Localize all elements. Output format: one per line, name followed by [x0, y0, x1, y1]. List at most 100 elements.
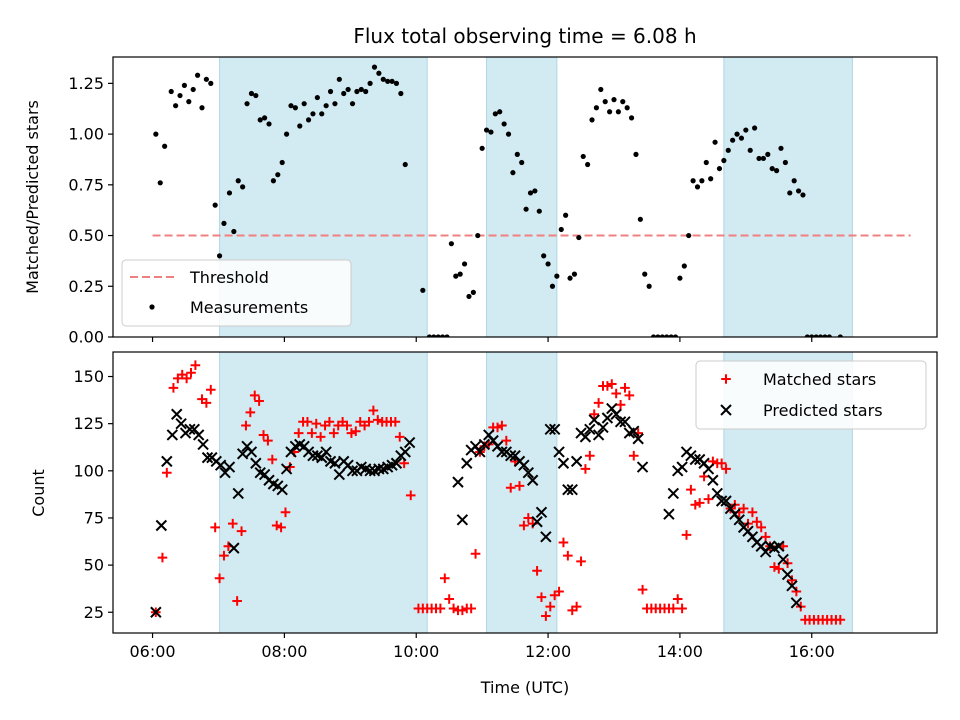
matched-stars-point	[523, 513, 534, 523]
matched-stars-point	[738, 503, 749, 514]
measurement-point	[558, 226, 564, 233]
matched-stars-point	[405, 490, 416, 501]
measurement-point	[536, 208, 542, 214]
measurement-point	[297, 123, 303, 129]
measurement-point	[686, 232, 692, 239]
predicted-stars-point	[667, 487, 680, 500]
matched-stars-point	[563, 550, 573, 561]
measurement-point	[580, 153, 586, 160]
predicted-stars-point	[707, 474, 719, 486]
predicted-stars-point	[276, 483, 288, 496]
measurement-point	[457, 271, 463, 277]
matched-stars-point	[324, 416, 335, 427]
predicted-stars-point	[570, 455, 583, 468]
measurement-point	[466, 293, 472, 300]
bottom-y-axis-label: Count	[29, 469, 48, 517]
predicted-stars-point	[346, 465, 359, 477]
x-tick-label: 08:00	[261, 642, 307, 661]
matched-stars-point	[703, 494, 714, 504]
measurement-point	[310, 111, 316, 117]
matched-stars-point	[444, 594, 454, 604]
predicted-stars-point	[632, 433, 644, 445]
predicted-stars-point	[333, 468, 346, 481]
measurement-point	[809, 334, 815, 337]
matched-stars-point	[611, 388, 621, 399]
predicted-stars-point	[773, 540, 785, 552]
measurement-point	[323, 103, 329, 109]
measurement-point	[270, 178, 277, 184]
measurement-point	[545, 261, 551, 267]
predicted-stars-point	[531, 516, 543, 528]
measurement-point	[677, 275, 683, 281]
predicted-stars-point	[232, 487, 244, 500]
matched-stars-point	[457, 605, 468, 616]
measurement-point	[703, 159, 709, 166]
measurement-point	[190, 86, 196, 93]
measurement-point	[385, 78, 391, 84]
predicted-stars-point	[689, 453, 702, 466]
matched-stars-point	[620, 383, 630, 393]
matched-stars-point	[263, 435, 273, 446]
matched-stars-point	[205, 384, 216, 395]
y-tick-label: 125	[73, 414, 104, 433]
predicted-stars-point	[636, 461, 649, 473]
measurement-point	[435, 334, 441, 337]
matched-stars-point	[672, 594, 683, 604]
measurement-point	[431, 334, 437, 337]
measurement-point	[554, 273, 560, 279]
measurement-point	[800, 192, 806, 198]
measurement-point	[319, 111, 325, 117]
top-y-axis-label: Matched/Predicted stars	[23, 100, 42, 294]
matched-stars-point	[756, 522, 767, 533]
measurement-point	[804, 334, 810, 337]
predicted-stars-point	[676, 461, 688, 473]
predicted-stars-point	[320, 446, 332, 458]
predicted-stars-point	[663, 508, 675, 520]
matched-stars-point	[558, 537, 569, 548]
matched-stars-point	[329, 428, 339, 438]
measurement-point	[655, 334, 661, 337]
measurement-point	[305, 117, 312, 123]
measurement-point	[332, 101, 338, 107]
measurement-point	[244, 101, 250, 107]
observing-window-1	[219, 351, 428, 634]
predicted-stars-point	[566, 483, 578, 496]
measurement-point	[336, 76, 342, 82]
predicted-stars-point	[496, 446, 508, 458]
measurement-point	[444, 334, 450, 337]
measurement-point	[505, 131, 512, 137]
measurement-point	[275, 172, 281, 178]
measurement-point	[721, 157, 727, 164]
measurement-point	[637, 216, 643, 222]
predicted-stars-point	[166, 429, 179, 441]
predicted-stars-point	[777, 553, 789, 566]
measurement-point	[488, 129, 494, 135]
measurement-point	[177, 92, 183, 99]
matched-stars-point	[589, 409, 600, 420]
matched-stars-point	[346, 428, 357, 438]
predicted-stars-point	[614, 416, 627, 428]
y-tick-label: 150	[73, 367, 104, 386]
measurement-point	[461, 261, 468, 267]
matched-stars-point	[271, 520, 282, 531]
measurement-point	[371, 64, 378, 70]
measurement-point	[730, 137, 736, 143]
measurement-point	[664, 334, 670, 337]
measurement-point	[646, 283, 652, 289]
measurement-point	[501, 121, 507, 127]
matched-stars-point	[448, 603, 459, 614]
predicted-stars-point	[150, 606, 162, 618]
measurement-point	[448, 241, 454, 247]
measurement-point	[708, 176, 714, 182]
measurement-point	[769, 165, 775, 172]
measurement-point	[681, 263, 687, 269]
predicted-stars-point	[452, 476, 464, 488]
measurement-point	[301, 101, 307, 107]
matched-stars-point	[835, 614, 846, 625]
matched-stars-point	[210, 522, 220, 533]
matched-stars-point	[232, 596, 242, 606]
legend: Threshold Measurements	[121, 259, 352, 327]
measurement-point	[479, 145, 485, 151]
measurement-point	[194, 72, 201, 78]
predicted-stars-point	[250, 457, 262, 469]
